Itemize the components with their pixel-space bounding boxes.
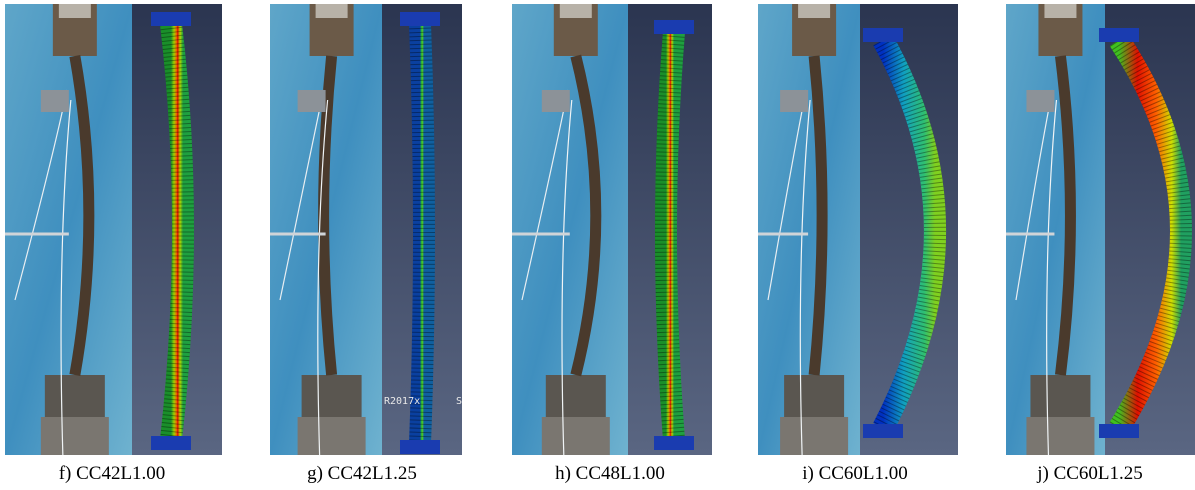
image-text: S xyxy=(456,396,462,407)
fe-end-plate xyxy=(400,12,440,26)
top-fixture-plate xyxy=(316,4,348,18)
panel-caption: g) CC42L1.25 xyxy=(307,463,417,484)
base-plate xyxy=(298,417,366,455)
fe-end-plate xyxy=(400,440,440,454)
top-fixture-plate xyxy=(1044,4,1076,18)
figure-panel: i) CC60L1.00 xyxy=(758,4,958,484)
top-fixture-plate xyxy=(798,4,830,18)
fe-end-plate xyxy=(863,28,903,42)
figure-panel: f) CC42L1.00 xyxy=(5,4,222,484)
figure-panel: R2017x Sg) CC42L1.25 xyxy=(270,4,462,484)
panel-caption: h) CC48L1.00 xyxy=(555,463,665,484)
fe-end-plate xyxy=(151,436,191,450)
gauge-clamp xyxy=(542,90,570,112)
figure-panel: h) CC48L1.00 xyxy=(512,4,712,484)
fe-end-plate xyxy=(1099,28,1139,42)
figure: f) CC42L1.00 R2017x Sg) CC42L1.25 h) CC48L1… xyxy=(0,0,1195,490)
fe-end-plate xyxy=(654,20,694,34)
panel-caption: i) CC60L1.00 xyxy=(802,463,908,484)
figure-panel: j) CC60L1.25 xyxy=(1006,4,1195,484)
top-fixture-plate xyxy=(59,4,91,18)
fe-end-plate xyxy=(863,424,903,438)
fe-column xyxy=(420,24,424,444)
fe-end-plate xyxy=(151,12,191,26)
fe-end-plate xyxy=(1099,424,1139,438)
panel-caption: j) CC60L1.25 xyxy=(1036,463,1143,484)
panel-caption: f) CC42L1.00 xyxy=(59,463,166,484)
gauge-clamp xyxy=(298,90,326,112)
gauge-clamp xyxy=(780,90,808,112)
gauge-clamp xyxy=(41,90,69,112)
base-plate xyxy=(1026,417,1094,455)
base-plate xyxy=(542,417,610,455)
base-plate xyxy=(41,417,109,455)
gauge-clamp xyxy=(1026,90,1054,112)
base-plate xyxy=(780,417,848,455)
top-fixture-plate xyxy=(560,4,592,18)
image-text: R2017x xyxy=(384,396,420,407)
fe-end-plate xyxy=(654,436,694,450)
